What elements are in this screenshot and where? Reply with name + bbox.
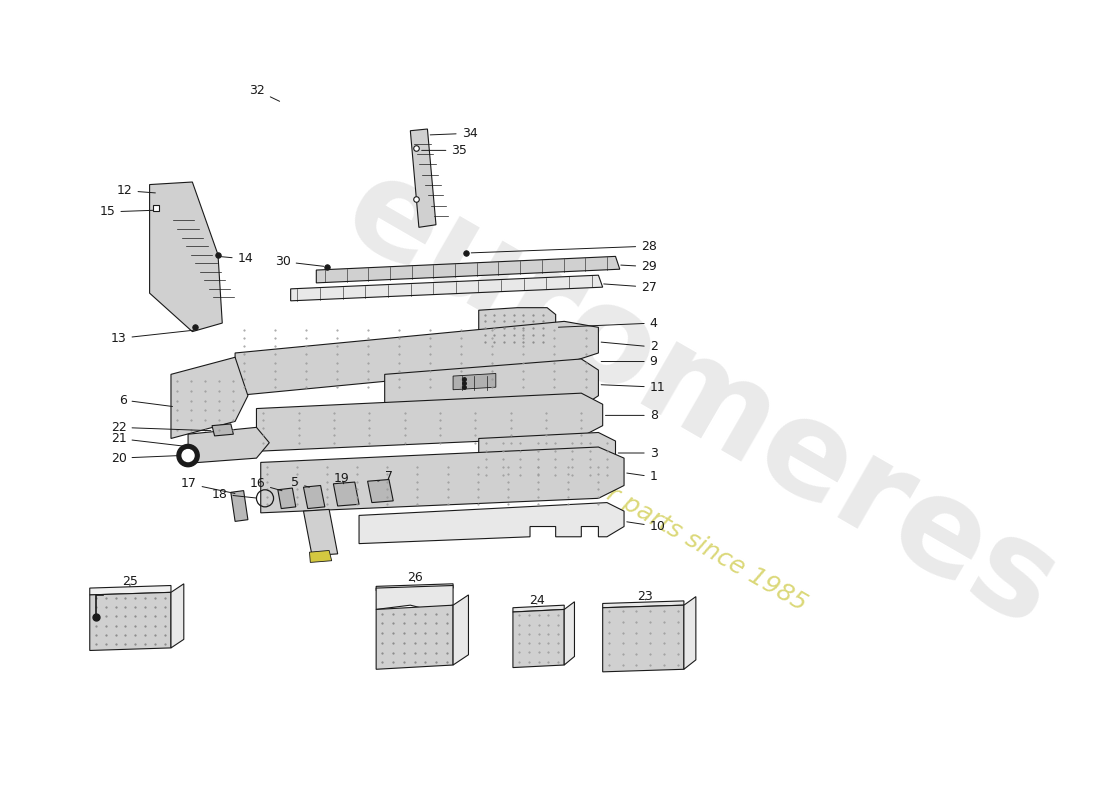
Text: 29: 29 — [620, 260, 657, 273]
Text: 17: 17 — [180, 478, 235, 494]
Text: 32: 32 — [250, 84, 279, 102]
Polygon shape — [304, 510, 338, 555]
Polygon shape — [188, 427, 270, 463]
Text: 23: 23 — [638, 590, 653, 603]
Polygon shape — [684, 597, 696, 670]
Polygon shape — [261, 447, 624, 513]
Text: 4: 4 — [559, 317, 658, 330]
Text: 19: 19 — [334, 472, 350, 485]
Polygon shape — [513, 605, 564, 612]
Text: 12: 12 — [117, 184, 155, 197]
Polygon shape — [453, 595, 469, 665]
Text: 2: 2 — [602, 341, 658, 354]
Text: 13: 13 — [111, 330, 194, 345]
Polygon shape — [333, 482, 359, 506]
Text: 3: 3 — [618, 446, 658, 459]
Polygon shape — [513, 610, 564, 667]
Polygon shape — [256, 393, 603, 451]
Circle shape — [183, 450, 194, 462]
Text: 10: 10 — [627, 520, 666, 533]
Text: 11: 11 — [602, 381, 666, 394]
Polygon shape — [317, 256, 619, 283]
Polygon shape — [385, 359, 598, 422]
Polygon shape — [90, 592, 170, 650]
Polygon shape — [376, 584, 453, 590]
Text: 9: 9 — [602, 355, 658, 368]
Polygon shape — [603, 601, 684, 608]
Polygon shape — [603, 605, 684, 672]
Text: 7: 7 — [378, 470, 393, 483]
Text: 1: 1 — [627, 470, 658, 483]
Text: 24: 24 — [529, 594, 544, 607]
Polygon shape — [453, 374, 496, 390]
Polygon shape — [231, 490, 248, 522]
Polygon shape — [367, 479, 393, 502]
Polygon shape — [478, 433, 616, 482]
Text: 14: 14 — [221, 253, 253, 266]
Text: 34: 34 — [430, 126, 477, 140]
Polygon shape — [170, 358, 248, 438]
Text: 30: 30 — [275, 255, 323, 268]
Polygon shape — [212, 424, 233, 436]
Text: 20: 20 — [111, 452, 177, 465]
Text: 5: 5 — [292, 477, 309, 490]
Polygon shape — [376, 586, 453, 610]
Polygon shape — [90, 586, 170, 595]
Polygon shape — [410, 129, 436, 227]
Text: 8: 8 — [605, 409, 658, 422]
Text: 25: 25 — [122, 574, 138, 588]
Circle shape — [177, 445, 199, 466]
Text: a passion for parts since 1985: a passion for parts since 1985 — [472, 406, 811, 616]
Text: 22: 22 — [111, 421, 211, 434]
Polygon shape — [170, 584, 184, 648]
Text: 18: 18 — [211, 487, 256, 501]
Text: 26: 26 — [407, 571, 422, 584]
Polygon shape — [290, 275, 603, 301]
Text: 35: 35 — [421, 144, 468, 157]
Polygon shape — [278, 488, 296, 509]
Polygon shape — [478, 308, 556, 349]
Polygon shape — [376, 605, 453, 670]
Text: 15: 15 — [99, 206, 153, 218]
Text: 28: 28 — [471, 240, 657, 253]
Text: 6: 6 — [119, 394, 173, 406]
Polygon shape — [235, 322, 598, 396]
Text: 16: 16 — [250, 478, 282, 490]
Polygon shape — [359, 502, 624, 544]
Polygon shape — [564, 602, 574, 665]
Polygon shape — [211, 6, 507, 38]
Polygon shape — [150, 182, 222, 332]
Text: 21: 21 — [111, 432, 189, 446]
Text: euromeres: euromeres — [323, 145, 1079, 655]
Polygon shape — [309, 550, 332, 562]
Polygon shape — [304, 486, 324, 509]
Text: 27: 27 — [604, 281, 657, 294]
